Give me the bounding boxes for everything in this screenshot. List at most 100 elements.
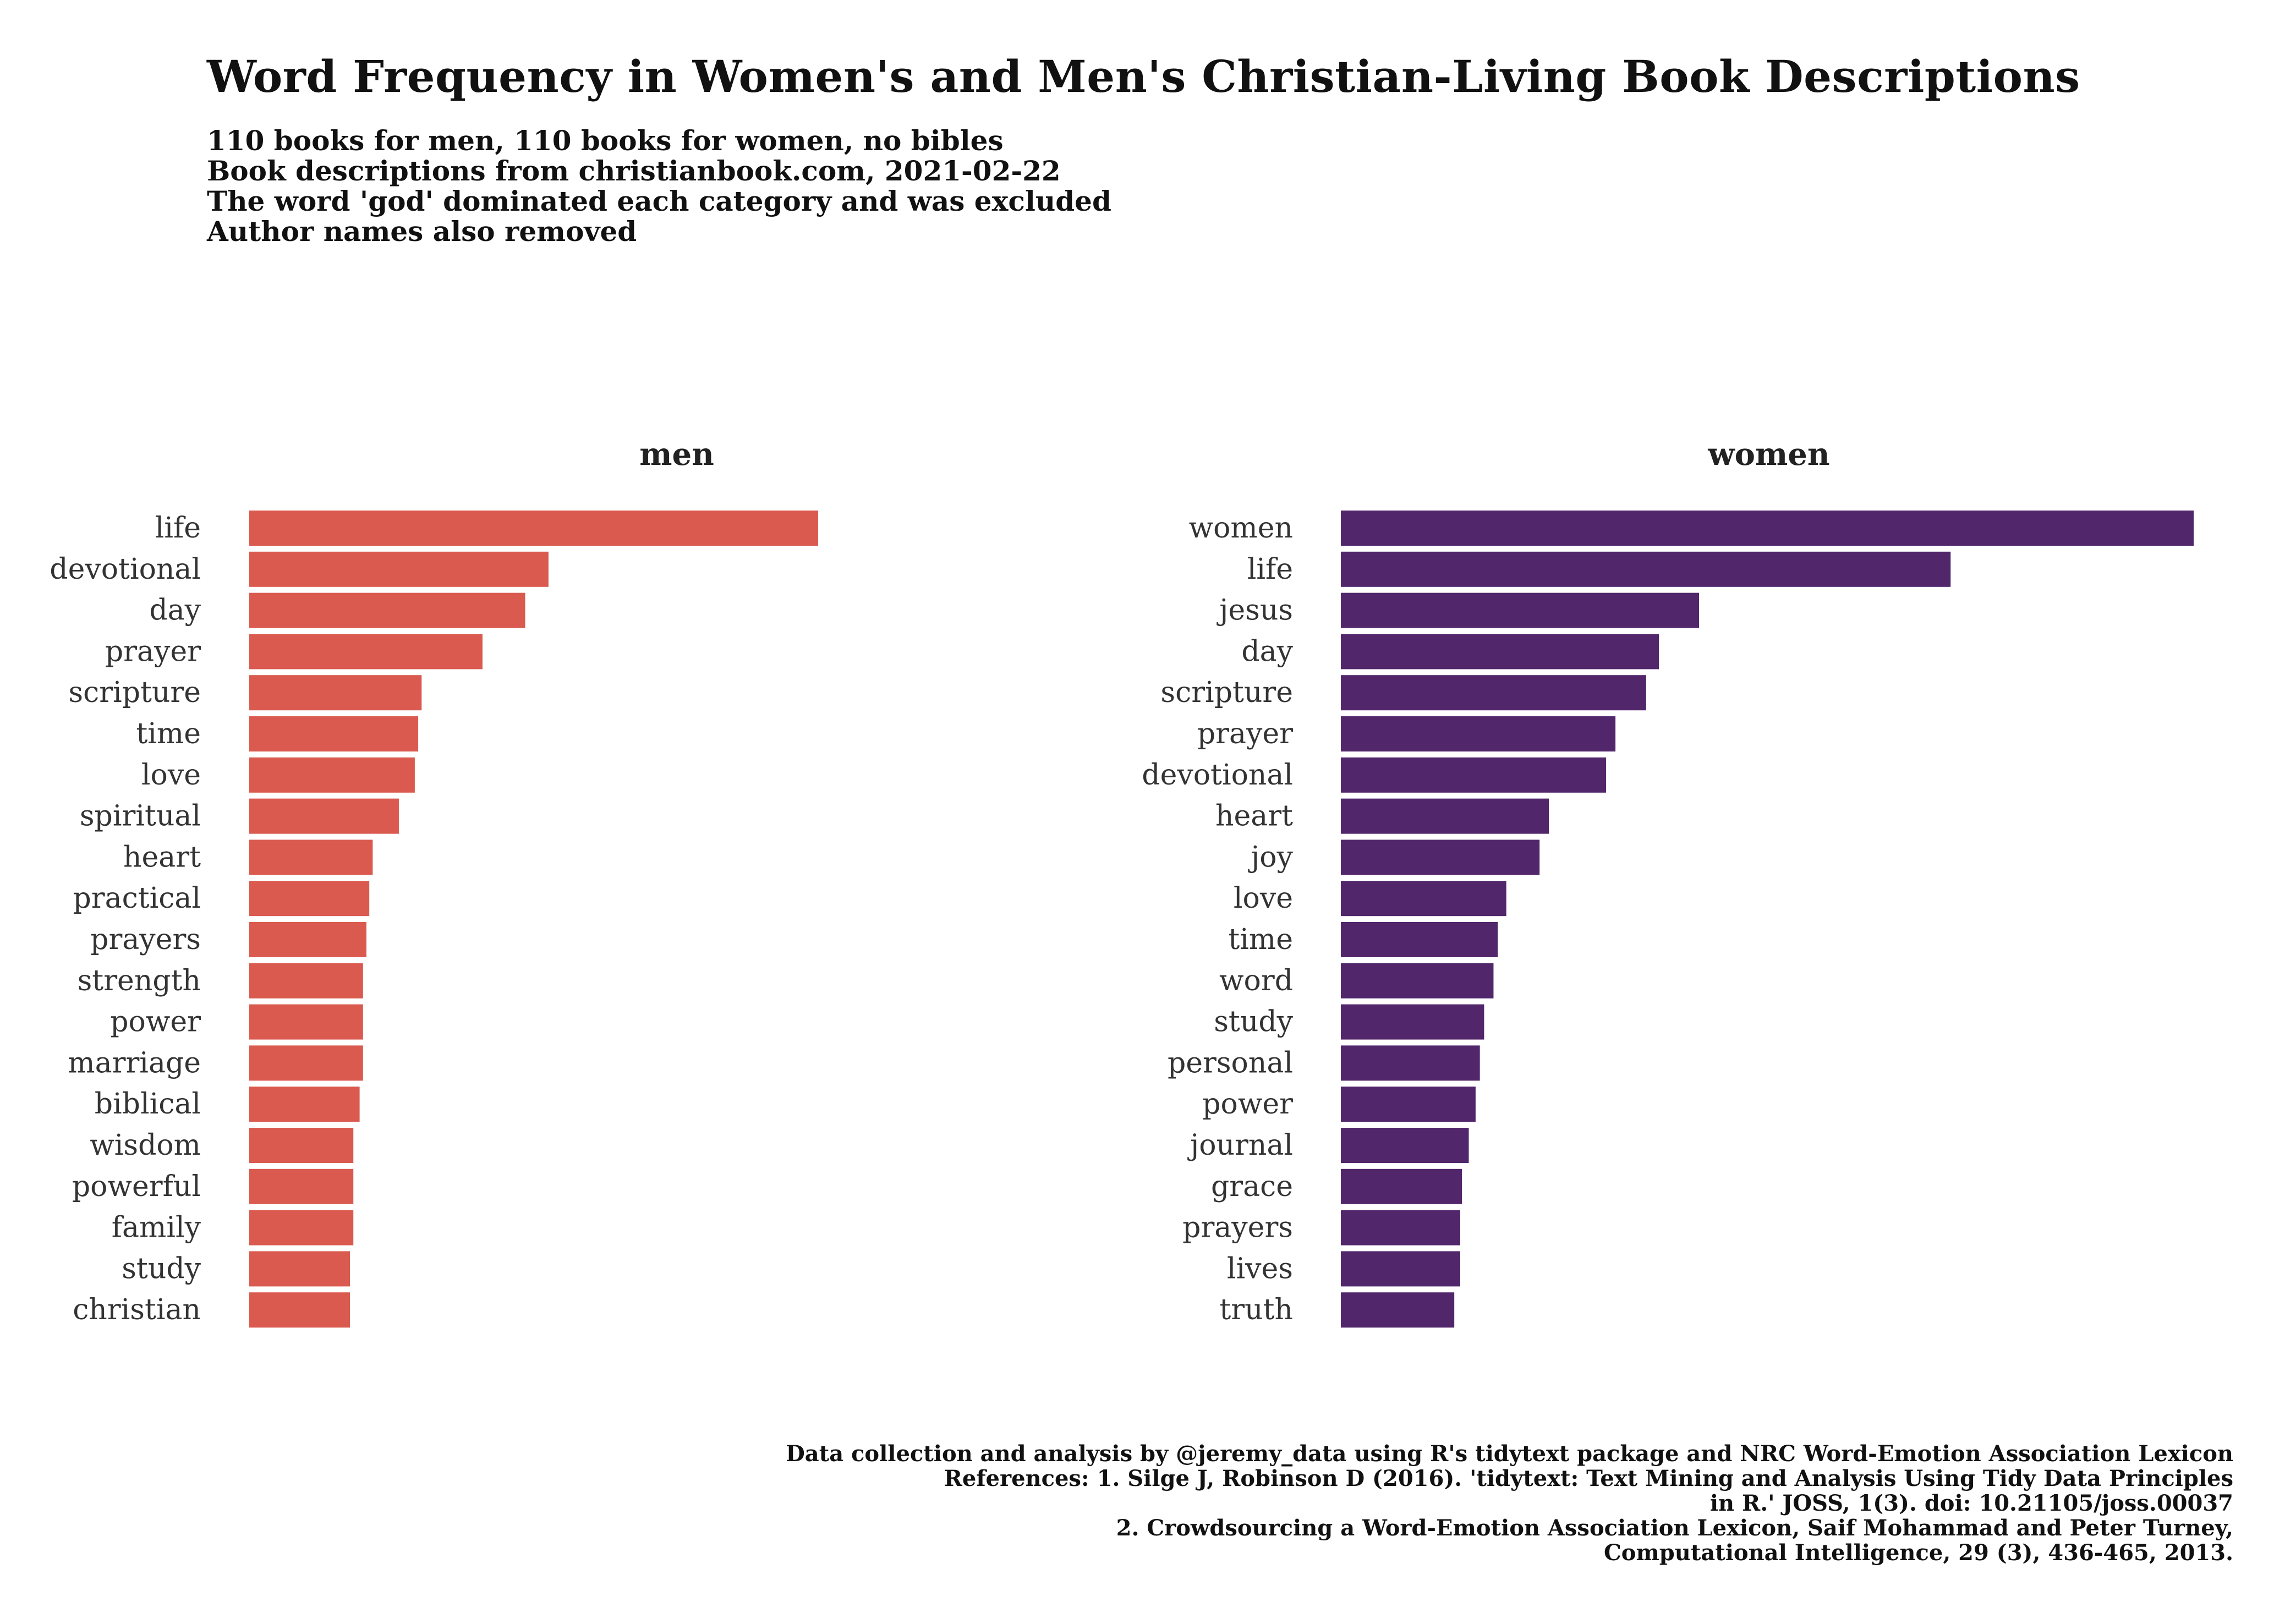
bar-devotional — [249, 551, 549, 587]
category-label: powerful — [72, 1170, 201, 1203]
caption-line: Data collection and analysis by @jeremy_… — [786, 1441, 2233, 1467]
bar-jesus — [1341, 592, 1699, 628]
bar-spiritual — [249, 798, 399, 834]
subtitle-line: Author names also removed — [207, 215, 637, 248]
category-label: practical — [73, 882, 201, 915]
chart-caption: Data collection and analysis by @jeremy_… — [786, 1441, 2233, 1565]
category-label: power — [110, 1006, 201, 1039]
category-label: word — [1219, 964, 1293, 997]
bar-devotional — [1341, 757, 1607, 793]
facet-panel-men: men life devotional day prayer scripture time… — [50, 436, 818, 1328]
category-label: heart — [1215, 800, 1293, 833]
category-label: power — [1202, 1088, 1293, 1121]
category-label: personal — [1168, 1046, 1293, 1079]
bar-grace — [1341, 1168, 1462, 1204]
caption-line: References: 1. Silge J, Robinson D (2016… — [944, 1466, 2233, 1491]
bar-wisdom — [249, 1128, 354, 1163]
facet-title-men: men — [639, 436, 714, 473]
women-bars — [1341, 511, 2194, 1328]
category-label: love — [1234, 882, 1293, 915]
category-label: strength — [78, 964, 201, 997]
category-label: love — [141, 759, 201, 792]
category-label: devotional — [1142, 759, 1293, 792]
subtitle-line: Book descriptions from christianbook.com… — [207, 155, 1061, 187]
bar-joy — [1341, 840, 1540, 875]
chart-title: Word Frequency in Women's and Men's Chri… — [207, 51, 2080, 102]
bar-journal — [1341, 1128, 1469, 1163]
category-label: jesus — [1217, 594, 1293, 627]
category-label: time — [136, 717, 201, 750]
category-label: prayers — [1182, 1211, 1293, 1244]
bar-scripture — [249, 675, 422, 711]
category-label: study — [1214, 1006, 1293, 1039]
bar-prayer — [1341, 716, 1616, 751]
category-label: christian — [73, 1293, 201, 1326]
category-label: journal — [1187, 1129, 1293, 1162]
men-category-labels: life devotional day prayer scripture time love… — [50, 512, 201, 1326]
category-label: day — [1241, 635, 1293, 668]
bar-prayers — [249, 922, 367, 957]
bar-biblical — [249, 1087, 360, 1122]
category-label: prayer — [1197, 717, 1293, 750]
category-label: scripture — [68, 676, 201, 709]
bar-heart — [1341, 798, 1549, 834]
women-category-labels: women life jesus day scripture prayer devotion… — [1142, 512, 1293, 1326]
category-label: devotional — [50, 553, 201, 586]
bar-day — [1341, 634, 1659, 670]
bar-word — [1341, 963, 1494, 998]
category-label: women — [1189, 512, 1293, 545]
category-label: day — [149, 594, 201, 627]
category-label: lives — [1227, 1252, 1293, 1285]
bar-life — [249, 511, 818, 546]
category-label: time — [1228, 923, 1293, 956]
bar-power — [1341, 1087, 1476, 1122]
facet-title-women: women — [1707, 436, 1829, 473]
category-label: study — [122, 1252, 201, 1285]
bar-time — [1341, 922, 1498, 957]
bar-marriage — [249, 1045, 363, 1081]
bar-heart — [249, 840, 373, 875]
category-label: family — [112, 1211, 201, 1244]
bar-love — [249, 757, 415, 793]
category-label: life — [1247, 553, 1293, 586]
bar-life — [1341, 551, 1951, 587]
bar-scripture — [1341, 675, 1646, 711]
men-bars — [249, 511, 818, 1328]
bar-practical — [249, 881, 370, 917]
subtitle-line: The word 'god' dominated each category a… — [207, 185, 1111, 217]
category-label: marriage — [68, 1046, 201, 1079]
facet-panel-women: women women life jesus day scripture prayer de… — [1142, 436, 2194, 1328]
bar-family — [249, 1210, 354, 1246]
caption-line: in R.' JOSS, 1(3). doi: 10.21105/joss.00… — [1709, 1490, 2233, 1516]
caption-line: Computational Intelligence, 29 (3), 436-… — [1603, 1540, 2233, 1566]
bar-study — [1341, 1004, 1484, 1040]
category-label: grace — [1211, 1170, 1293, 1203]
subtitle-line: 110 books for men, 110 books for women, … — [207, 124, 1004, 157]
category-label: scripture — [1160, 676, 1293, 709]
category-label: joy — [1248, 841, 1293, 874]
bar-christian — [249, 1292, 350, 1328]
category-label: prayers — [90, 923, 201, 956]
category-label: heart — [123, 841, 201, 874]
caption-line: 2. Crowdsourcing a Word-Emotion Associat… — [1116, 1515, 2233, 1541]
bar-day — [249, 592, 525, 628]
bar-strength — [249, 963, 363, 998]
bar-love — [1341, 881, 1506, 917]
category-label: spiritual — [80, 800, 201, 833]
chart-subtitle: 110 books for men, 110 books for women, … — [207, 125, 1111, 246]
bar-study — [249, 1251, 350, 1287]
bar-prayers — [1341, 1210, 1460, 1246]
category-label: wisdom — [90, 1129, 201, 1162]
bar-power — [249, 1004, 363, 1040]
category-label: truth — [1219, 1293, 1293, 1326]
category-label: biblical — [95, 1088, 201, 1121]
bar-prayer — [249, 634, 483, 670]
bar-truth — [1341, 1292, 1455, 1328]
category-label: prayer — [105, 635, 201, 668]
bar-personal — [1341, 1045, 1480, 1081]
bar-powerful — [249, 1168, 354, 1204]
bar-time — [249, 716, 419, 751]
category-label: life — [155, 512, 201, 545]
bar-lives — [1341, 1251, 1460, 1287]
